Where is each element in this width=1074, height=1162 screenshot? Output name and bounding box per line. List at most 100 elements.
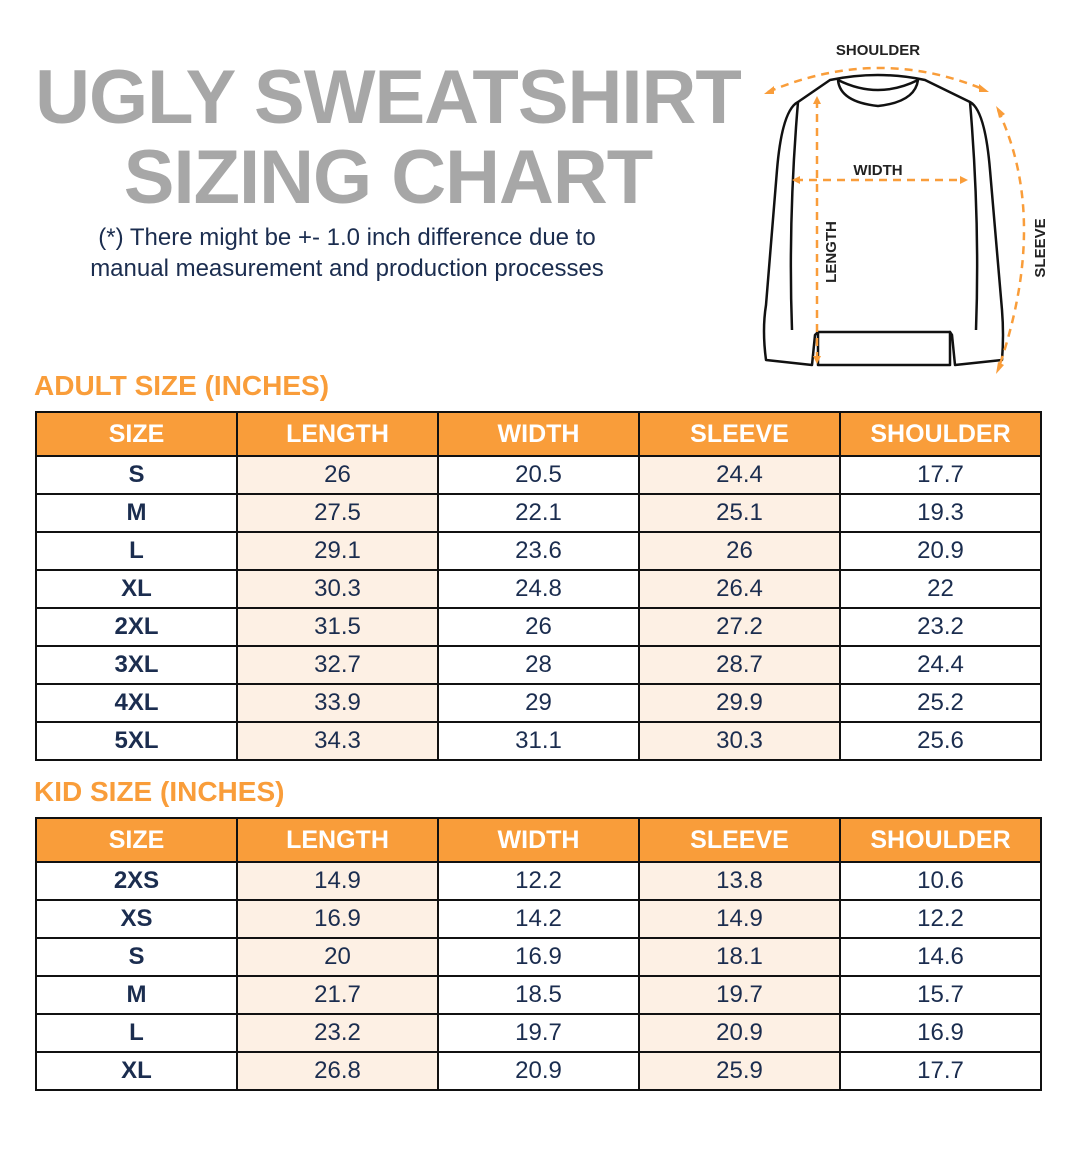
header-row: SIZE LENGTH WIDTH SLEEVE SHOULDER [35,817,1042,863]
size-cell: L [35,1013,238,1053]
note-line-2: manual measurement and production proces… [90,255,604,282]
table-row: 3XL 32.7 28 28.7 24.4 [35,645,1042,685]
value-cell: 12.2 [839,899,1042,939]
width-label: WIDTH [853,162,902,179]
length-label: LENGTH [823,221,840,283]
value-cell: 14.6 [839,937,1042,977]
value-cell: 26 [638,531,841,571]
value-cell: 14.9 [236,861,439,901]
header-row: SIZE LENGTH WIDTH SLEEVE SHOULDER [35,411,1042,457]
value-cell: 29.1 [236,531,439,571]
size-cell: S [35,937,238,977]
value-cell: 26 [437,607,640,647]
value-cell: 18.5 [437,975,640,1015]
table-row: XL 30.3 24.8 26.4 22 [35,569,1042,609]
value-cell: 24.8 [437,569,640,609]
value-cell: 16.9 [437,937,640,977]
value-cell: 31.1 [437,721,640,761]
value-cell: 24.4 [839,645,1042,685]
value-cell: 29 [437,683,640,723]
value-cell: 20.9 [638,1013,841,1053]
value-cell: 12.2 [437,861,640,901]
table-row: XS 16.9 14.2 14.9 12.2 [35,899,1042,939]
table-row: 4XL 33.9 29 29.9 25.2 [35,683,1042,723]
table-row: S 20 16.9 18.1 14.6 [35,937,1042,977]
value-cell: 24.4 [638,455,841,495]
value-cell: 13.8 [638,861,841,901]
value-cell: 25.6 [839,721,1042,761]
table-row: 2XS 14.9 12.2 13.8 10.6 [35,861,1042,901]
measurement-note: (*) There might be +- 1.0 inch differenc… [0,222,694,284]
column-header: SLEEVE [638,817,841,863]
value-cell: 25.9 [638,1051,841,1091]
table-row: XL 26.8 20.9 25.9 17.7 [35,1051,1042,1091]
value-cell: 33.9 [236,683,439,723]
value-cell: 32.7 [236,645,439,685]
value-cell: 19.7 [638,975,841,1015]
value-cell: 26.8 [236,1051,439,1091]
value-cell: 17.7 [839,455,1042,495]
column-header: SHOULDER [839,817,1042,863]
size-cell: M [35,493,238,533]
column-header: WIDTH [437,411,640,457]
value-cell: 17.7 [839,1051,1042,1091]
column-header: SHOULDER [839,411,1042,457]
title-line-2: SIZING CHART [123,135,653,220]
column-header: LENGTH [236,411,439,457]
value-cell: 26 [236,455,439,495]
table-row: 5XL 34.3 31.1 30.3 25.6 [35,721,1042,761]
value-cell: 19.3 [839,493,1042,533]
value-cell: 23.2 [839,607,1042,647]
value-cell: 30.3 [236,569,439,609]
kid-size-heading: KID SIZE (INCHES) [34,776,285,807]
table-row: M 27.5 22.1 25.1 19.3 [35,493,1042,533]
value-cell: 28.7 [638,645,841,685]
size-cell: XL [35,569,238,609]
table-row: L 23.2 19.7 20.9 16.9 [35,1013,1042,1053]
value-cell: 20 [236,937,439,977]
value-cell: 28 [437,645,640,685]
shoulder-label: SHOULDER [836,42,920,59]
size-cell: XS [35,899,238,939]
column-header: SLEEVE [638,411,841,457]
value-cell: 29.9 [638,683,841,723]
size-cell: XL [35,1051,238,1091]
value-cell: 22.1 [437,493,640,533]
size-cell: 4XL [35,683,238,723]
column-header: SIZE [35,817,238,863]
value-cell: 14.2 [437,899,640,939]
column-header: SIZE [35,411,238,457]
title-line-1: UGLY SWEATSHIRT [35,55,742,140]
value-cell: 15.7 [839,975,1042,1015]
value-cell: 18.1 [638,937,841,977]
value-cell: 16.9 [839,1013,1042,1053]
value-cell: 30.3 [638,721,841,761]
value-cell: 25.1 [638,493,841,533]
sleeve-label: SLEEVE [1032,218,1049,277]
size-cell: S [35,455,238,495]
kid-size-table: SIZE LENGTH WIDTH SLEEVE SHOULDER 2XS 14.9 12.2… [35,817,1042,1091]
sweatshirt-diagram-icon: SHOULDER WIDTH LENGTH SLEEVE [762,42,1049,374]
value-cell: 22 [839,569,1042,609]
size-cell: 3XL [35,645,238,685]
size-cell: 2XS [35,861,238,901]
value-cell: 34.3 [236,721,439,761]
table-row: L 29.1 23.6 26 20.9 [35,531,1042,571]
adult-size-heading: ADULT SIZE (INCHES) [34,370,330,401]
column-header: WIDTH [437,817,640,863]
value-cell: 21.7 [236,975,439,1015]
value-cell: 20.5 [437,455,640,495]
table-row: 2XL 31.5 26 27.2 23.2 [35,607,1042,647]
table-row: M 21.7 18.5 19.7 15.7 [35,975,1042,1015]
column-header: LENGTH [236,817,439,863]
size-cell: 5XL [35,721,238,761]
value-cell: 27.2 [638,607,841,647]
value-cell: 23.6 [437,531,640,571]
size-cell: L [35,531,238,571]
value-cell: 20.9 [839,531,1042,571]
size-cell: 2XL [35,607,238,647]
adult-size-table: SIZE LENGTH WIDTH SLEEVE SHOULDER S 26 20.5 24.4… [35,411,1042,761]
value-cell: 16.9 [236,899,439,939]
value-cell: 26.4 [638,569,841,609]
